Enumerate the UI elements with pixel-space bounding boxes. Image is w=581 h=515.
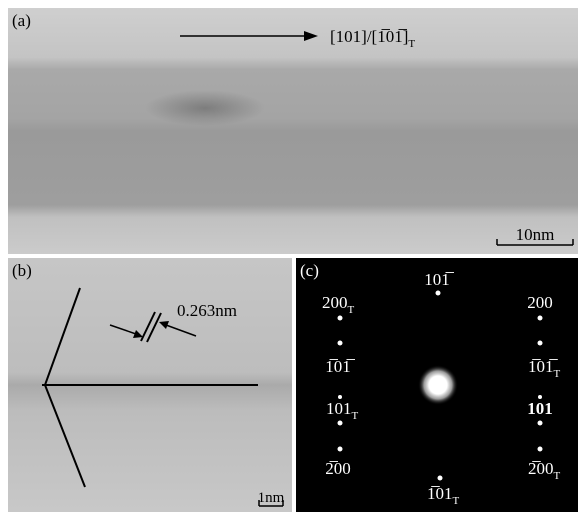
panel-label: (b) — [12, 261, 32, 280]
micrograph-a — [8, 8, 578, 254]
spot-label: 200 — [527, 293, 553, 312]
spot-label: 2̅00 — [325, 459, 351, 478]
dark-region — [145, 90, 265, 126]
panel-c: (c) 101̅ 200T 200 1̅01̅ 1̅01̅T 101T 101 … — [296, 258, 578, 512]
figure: (a) [101]/[1̅01̅]T 10nm (b) 0.263nm 1nm — [0, 0, 581, 515]
panel-label: (a) — [12, 11, 31, 30]
central-beam — [418, 365, 458, 405]
panel-b: (b) 0.263nm 1nm — [8, 258, 292, 512]
spot-label: 101 — [527, 399, 553, 418]
panel-label: (c) — [300, 261, 319, 280]
panel-a: (a) [101]/[1̅01̅]T 10nm — [8, 8, 578, 254]
spacing-label: 0.263nm — [177, 301, 237, 320]
scale-label: 10nm — [516, 225, 555, 244]
scale-label: 1nm — [258, 490, 285, 506]
